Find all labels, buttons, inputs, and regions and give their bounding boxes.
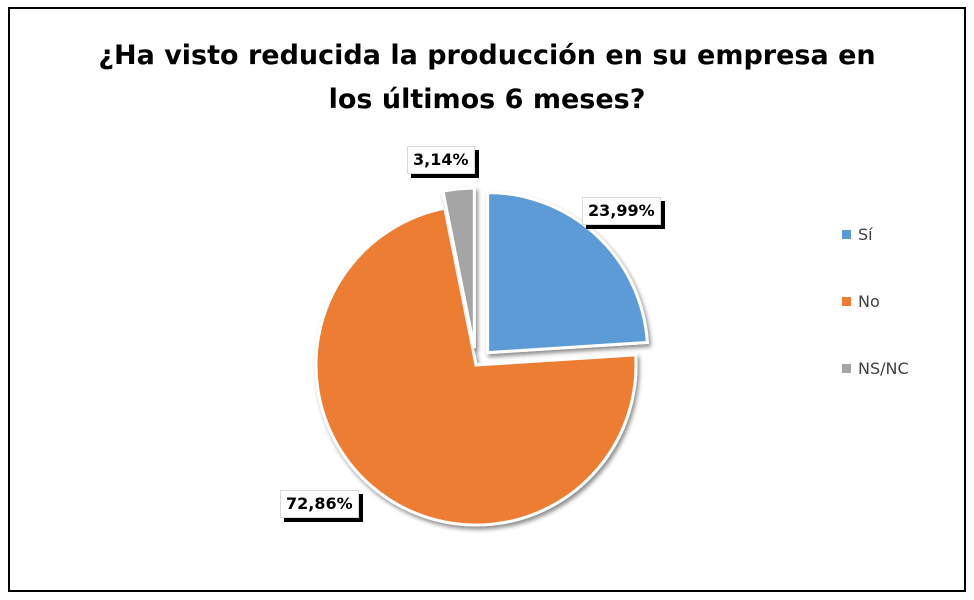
legend-swatch-si	[842, 229, 851, 239]
pie-slice-nsnc	[441, 186, 476, 349]
legend-label-no: No	[858, 291, 880, 311]
legend-item-nsnc: NS/NC	[842, 358, 909, 378]
legend-item-si: Sí	[842, 224, 909, 244]
legend-label-nsnc: NS/NC	[858, 358, 909, 378]
chart-title: ¿Ha visto reducida la producción en su e…	[0, 34, 974, 122]
data-label-no: 72,86%	[280, 490, 359, 518]
chart-title-line-1: ¿Ha visto reducida la producción en su e…	[98, 40, 876, 71]
chart-title-line-2: los últimos 6 meses?	[328, 84, 646, 115]
legend-swatch-no	[842, 296, 851, 306]
pie-slice-no	[314, 206, 638, 527]
pie-slice-si	[486, 191, 649, 355]
data-label-si: 23,99%	[582, 197, 661, 225]
legend-label-si: Sí	[858, 224, 873, 244]
data-label-nsnc: 3,14%	[407, 146, 475, 174]
legend: Sí No NS/NC	[842, 224, 909, 425]
legend-item-no: No	[842, 291, 909, 311]
legend-swatch-nsnc	[842, 363, 851, 373]
